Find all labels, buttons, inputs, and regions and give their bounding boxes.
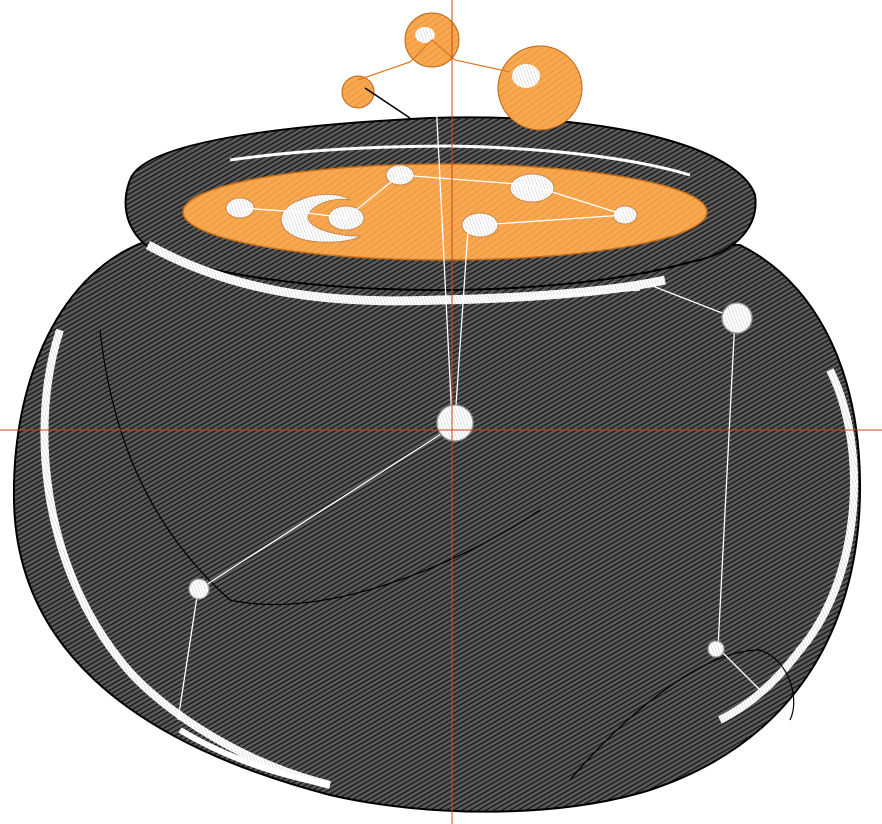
- bubbles: [341, 12, 583, 131]
- jump-stitch: [364, 87, 411, 119]
- stitch-path: [177, 79, 761, 721]
- liquid: [182, 163, 708, 261]
- cauldron-body: [12, 238, 862, 813]
- jump-stitches: [357, 39, 511, 81]
